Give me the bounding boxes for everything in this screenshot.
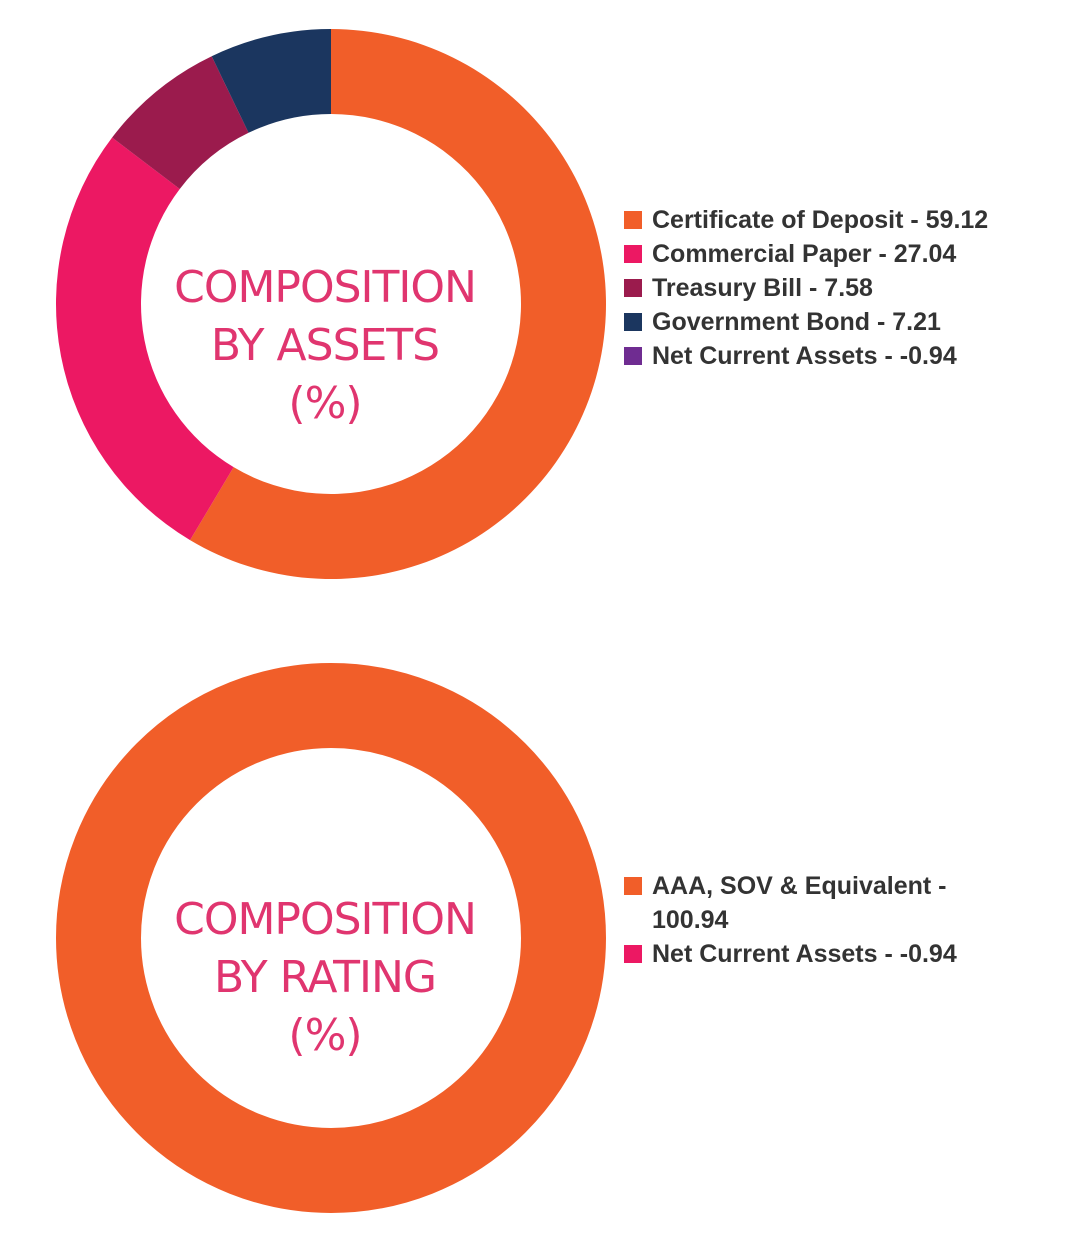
legend-item-certificate-of-deposit: Certificate of Deposit - 59.12 — [624, 203, 1044, 237]
legend-item-net-current-assets: Net Current Assets - -0.94 — [624, 937, 984, 971]
legend-item-net-current-assets: Net Current Assets - -0.94 — [624, 339, 1044, 373]
legend-swatch — [624, 211, 642, 229]
legend-swatch — [624, 245, 642, 263]
legend-item-treasury-bill: Treasury Bill - 7.58 — [624, 271, 1044, 305]
assets-chart-block: COMPOSITION BY ASSETS (%) Certificate of… — [0, 0, 1076, 620]
rating-center-title-line-1: COMPOSITION — [174, 894, 477, 945]
legend-label: Treasury Bill - 7.58 — [652, 274, 873, 302]
legend-swatch — [624, 313, 642, 331]
assets-center-title-line-3: (%) — [288, 378, 362, 429]
assets-slice-certificate-of-deposit — [190, 29, 606, 579]
assets-center-title-line-1: COMPOSITION — [174, 262, 477, 313]
legend-label: AAA, SOV & Equivalent - 100.94 — [652, 872, 947, 934]
legend-label: Government Bond - 7.21 — [652, 308, 941, 336]
rating-donut-chart — [56, 663, 606, 1213]
assets-center-title-line-2: BY ASSETS — [210, 320, 440, 371]
legend-swatch — [624, 279, 642, 297]
rating-center-title-line-3: (%) — [288, 1010, 362, 1061]
legend-swatch — [624, 945, 642, 963]
legend-swatch — [624, 347, 642, 365]
rating-legend: AAA, SOV & Equivalent - 100.94 Net Curre… — [624, 869, 984, 971]
legend-item-aaa-sov-equivalent: AAA, SOV & Equivalent - 100.94 — [624, 869, 984, 937]
legend-label: Commercial Paper - 27.04 — [652, 240, 957, 268]
rating-center-title-line-2: BY RATING — [214, 952, 437, 1003]
legend-label: Net Current Assets - -0.94 — [652, 940, 957, 968]
assets-slice-treasury-bill — [112, 56, 249, 189]
legend-swatch — [624, 877, 642, 895]
assets-slice-government-bond — [211, 29, 331, 133]
assets-center-title: COMPOSITION BY ASSETS (%) — [0, 259, 650, 433]
legend-item-government-bond: Government Bond - 7.21 — [624, 305, 1044, 339]
rating-chart-block: COMPOSITION BY RATING (%) AAA, SOV & Equ… — [0, 620, 1076, 1245]
legend-label: Certificate of Deposit - 59.12 — [652, 206, 989, 234]
rating-center-title: COMPOSITION BY RATING (%) — [0, 891, 650, 1065]
legend-label: Net Current Assets - -0.94 — [652, 342, 957, 370]
legend-item-commercial-paper: Commercial Paper - 27.04 — [624, 237, 1044, 271]
assets-slice-commercial-paper — [56, 137, 234, 541]
rating-slice-aaa-sov-equivalent — [56, 663, 606, 1213]
assets-donut-chart — [56, 29, 606, 579]
assets-legend: Certificate of Deposit - 59.12 Commercia… — [624, 203, 1044, 373]
